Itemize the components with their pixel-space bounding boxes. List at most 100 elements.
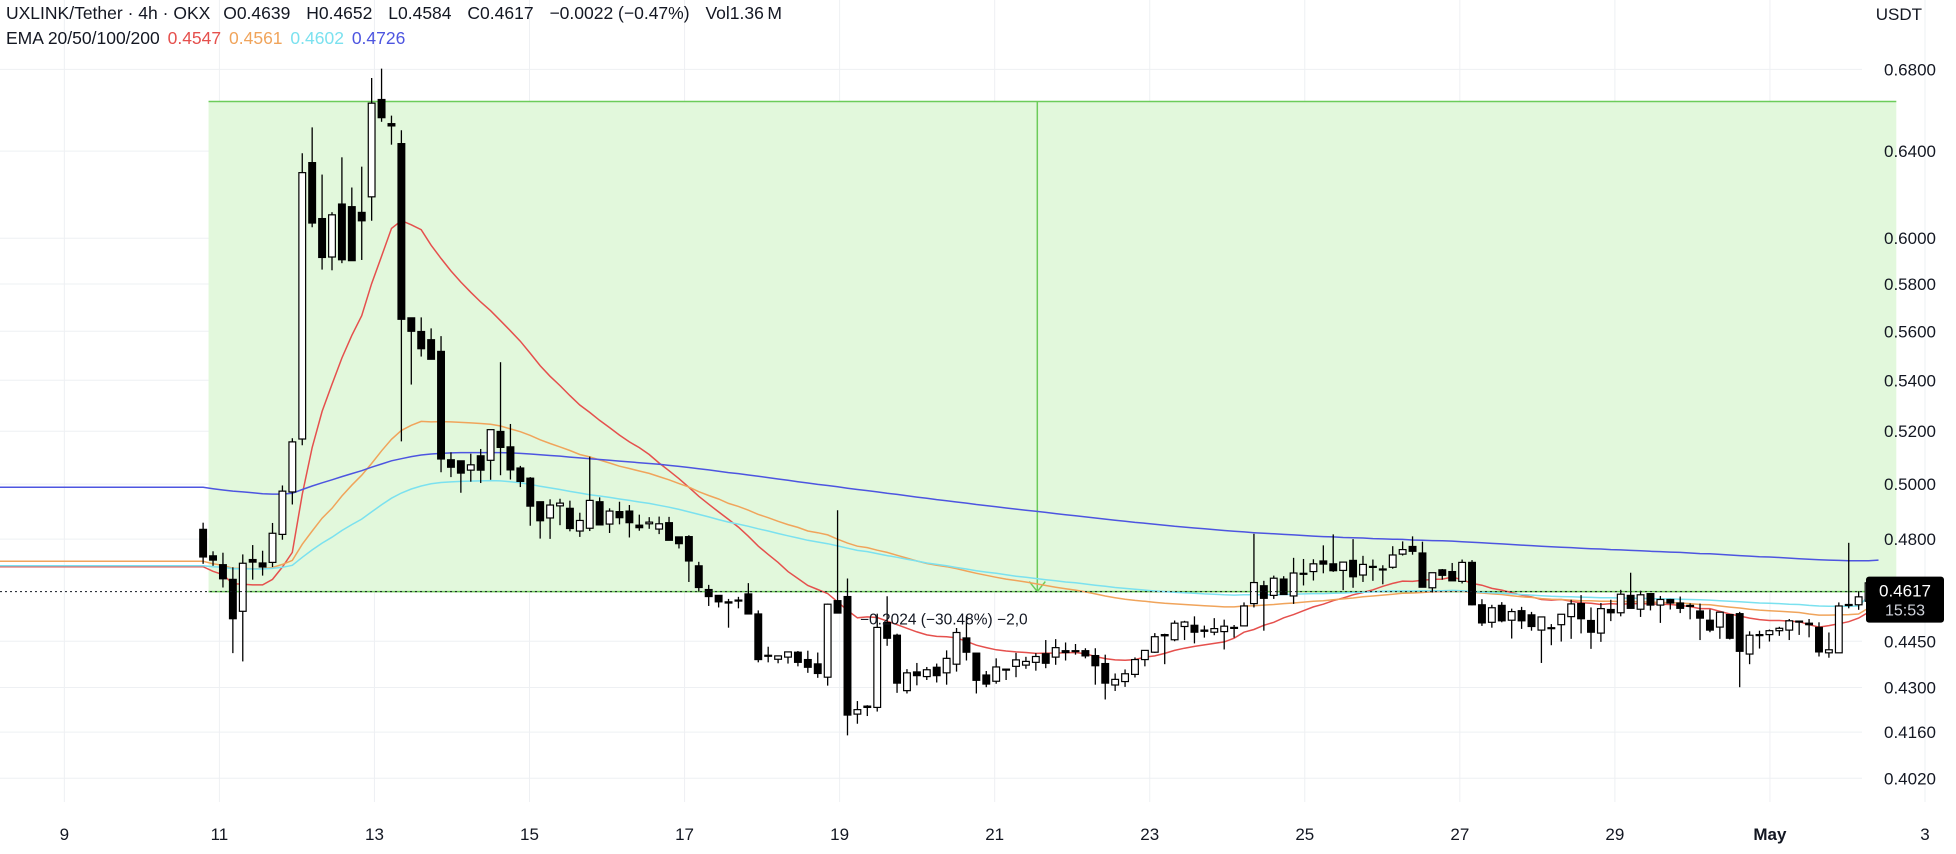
candle[interactable] <box>724 598 733 628</box>
candle[interactable] <box>238 554 247 662</box>
ema-line-100[interactable] <box>0 479 1870 608</box>
candle[interactable] <box>793 650 802 667</box>
candle[interactable] <box>615 501 624 525</box>
candle[interactable] <box>1824 632 1833 658</box>
candle[interactable] <box>1606 599 1615 622</box>
candle[interactable] <box>1458 559 1467 584</box>
candle[interactable] <box>1497 602 1506 623</box>
candle[interactable] <box>268 522 277 567</box>
candle[interactable] <box>922 666 931 680</box>
candle[interactable] <box>674 536 683 549</box>
candle[interactable] <box>1061 642 1070 661</box>
candle[interactable] <box>1775 626 1784 636</box>
candle[interactable] <box>437 336 446 473</box>
candle[interactable] <box>1121 669 1130 687</box>
candle[interactable] <box>1190 616 1199 644</box>
candle[interactable] <box>1428 572 1437 593</box>
candle[interactable] <box>1745 631 1754 665</box>
candle[interactable] <box>932 663 941 683</box>
candle[interactable] <box>516 465 525 488</box>
candle[interactable] <box>962 616 971 661</box>
candle[interactable] <box>1041 640 1050 669</box>
candle[interactable] <box>972 652 981 694</box>
candle[interactable] <box>1378 565 1387 585</box>
candle[interactable] <box>883 596 892 646</box>
candle[interactable] <box>1230 624 1239 638</box>
candle[interactable] <box>605 508 614 533</box>
candle[interactable] <box>1468 560 1476 606</box>
ema-legend-label[interactable]: EMA 20/50/100/200 <box>6 28 160 48</box>
candle[interactable] <box>595 497 604 526</box>
candle[interactable] <box>684 535 693 582</box>
candle[interactable] <box>942 650 951 685</box>
candle[interactable] <box>1805 619 1814 638</box>
candle[interactable] <box>1487 604 1496 628</box>
candle[interactable] <box>1408 536 1417 555</box>
candle[interactable] <box>1725 613 1734 640</box>
candle[interactable] <box>1319 545 1328 574</box>
candle[interactable] <box>1081 648 1090 659</box>
candle[interactable] <box>228 567 237 654</box>
candle[interactable] <box>1696 603 1705 641</box>
candle[interactable] <box>199 522 208 564</box>
candle[interactable] <box>1854 591 1863 610</box>
candle[interactable] <box>1477 599 1486 626</box>
candle[interactable] <box>1289 557 1298 604</box>
candle[interactable] <box>1557 613 1566 642</box>
candle[interactable] <box>1180 620 1189 641</box>
candle[interactable] <box>308 127 317 228</box>
candle[interactable] <box>1596 603 1605 642</box>
candle[interactable] <box>1844 542 1853 609</box>
currency-label[interactable]: USDT <box>1875 5 1922 24</box>
ema-line-200[interactable] <box>0 451 1879 562</box>
candle[interactable] <box>694 561 703 592</box>
candle[interactable] <box>635 514 644 531</box>
candle[interactable] <box>367 77 376 221</box>
candle[interactable] <box>1418 541 1427 588</box>
candle[interactable] <box>1517 606 1526 629</box>
candle[interactable] <box>456 460 465 493</box>
candle[interactable] <box>209 551 218 566</box>
candle[interactable] <box>893 633 902 693</box>
candle[interactable] <box>407 317 416 385</box>
candle[interactable] <box>1656 595 1665 623</box>
candle[interactable] <box>1170 620 1179 642</box>
candle[interactable] <box>645 517 654 529</box>
candle[interactable] <box>536 501 545 539</box>
candle[interactable] <box>1309 559 1318 581</box>
candle[interactable] <box>565 500 574 532</box>
candle[interactable] <box>1636 590 1645 617</box>
candle[interactable] <box>1715 611 1724 639</box>
candle[interactable] <box>1686 603 1695 620</box>
candle[interactable] <box>575 512 584 537</box>
candle[interactable] <box>1587 607 1595 649</box>
candle[interactable] <box>902 669 911 694</box>
candle[interactable] <box>982 670 991 688</box>
candle[interactable] <box>1269 575 1278 599</box>
candle[interactable] <box>1240 602 1248 627</box>
candle[interactable] <box>1616 589 1625 617</box>
candle[interactable] <box>1021 656 1030 669</box>
candle[interactable] <box>347 187 356 262</box>
candle[interactable] <box>417 317 426 357</box>
candle[interactable] <box>1705 609 1714 633</box>
ema-legend[interactable]: EMA 20/50/100/200 0.4547 0.4561 0.4602 0… <box>6 28 408 49</box>
ema-line-50[interactable] <box>0 420 1869 616</box>
candle[interactable] <box>1031 653 1040 671</box>
candle[interactable] <box>1220 619 1229 650</box>
candle[interactable] <box>992 658 1001 684</box>
candle[interactable] <box>337 157 346 264</box>
candle[interactable] <box>218 552 227 588</box>
candle[interactable] <box>952 627 961 672</box>
candle[interactable] <box>1051 639 1060 665</box>
candle[interactable] <box>556 498 564 526</box>
candle[interactable] <box>486 429 495 480</box>
measure-zone-fill[interactable] <box>208 101 1897 592</box>
candle[interactable] <box>1249 533 1258 608</box>
candle[interactable] <box>744 583 753 615</box>
candle[interactable] <box>1537 616 1546 663</box>
candle[interactable] <box>1071 643 1080 655</box>
candle[interactable] <box>843 578 852 736</box>
candle[interactable] <box>526 477 535 526</box>
